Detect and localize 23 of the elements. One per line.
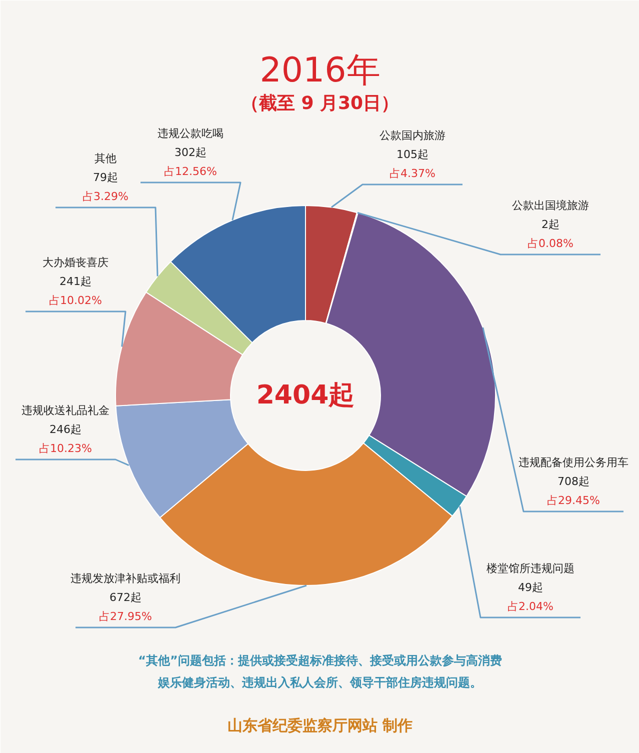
slice-label: 公款国内旅游 [380, 129, 446, 142]
chart-subtitle: （截至 9 月30日） [240, 93, 400, 114]
slice-label: 其他 [94, 152, 116, 165]
data-label: 246起占10.23% [39, 423, 92, 455]
slice-label: 楼堂馆所违规问题 [486, 562, 574, 575]
text: “其他”问题包括：提供或接受超标准接待、接受或用公款参与高消费娱乐健身活动、违规出入私人会所、领导干部住房违规问题。 [138, 654, 502, 690]
data-label: 672起占27.95% [99, 591, 152, 623]
chart-title: 2016年 [260, 50, 380, 90]
slice-label: 违规公款吃喝 [158, 127, 224, 140]
data-label: 79起占3.29% [82, 171, 128, 203]
text: 2404起 [256, 380, 355, 410]
text: 山东省纪委监察厅网站 制作 [227, 716, 413, 734]
data-label: 241起占10.02% [49, 275, 102, 307]
slice-label: 大办婚丧喜庆 [42, 256, 108, 269]
data-label: 49起占2.04% [508, 581, 554, 613]
slice-label: 违规收送礼品礼金 [22, 404, 110, 417]
data-label: 302起占12.56% [164, 146, 217, 178]
slice-label: 违规发放津补贴或福利 [70, 572, 180, 585]
slice-label: 违规配备使用公务用车 [518, 456, 628, 469]
slice-label: 公款出国境旅游 [512, 199, 589, 212]
data-label: 2起占0.08% [528, 218, 574, 250]
data-label: 105起占4.37% [390, 148, 436, 180]
data-label: 708起占29.45% [547, 475, 600, 507]
